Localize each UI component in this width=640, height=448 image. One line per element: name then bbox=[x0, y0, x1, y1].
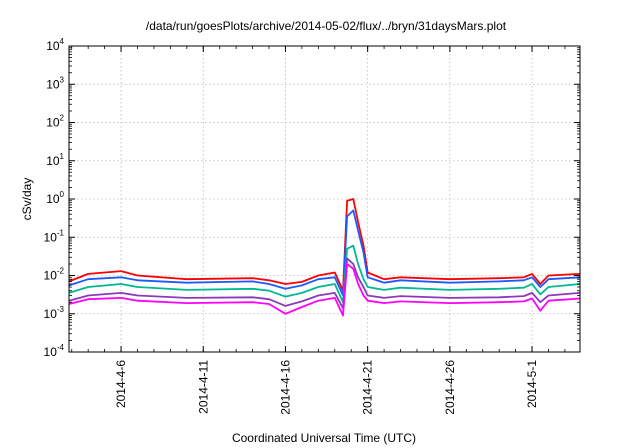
grid-lines bbox=[69, 46, 580, 352]
y-axis-ticks: 10-4 10-3 10-2 10-1 100 101 102 103 104 bbox=[44, 37, 580, 359]
y-tick-label: 100 bbox=[46, 190, 64, 206]
y-tick-label: 102 bbox=[46, 114, 64, 130]
y-tick-label: 10-4 bbox=[44, 343, 65, 359]
y-tick-label: 10-3 bbox=[44, 305, 65, 321]
y-tick-label: 104 bbox=[46, 37, 64, 53]
y-tick-label: 103 bbox=[46, 75, 64, 91]
y-tick-label: 10-1 bbox=[44, 228, 65, 244]
y-tick-label: 101 bbox=[46, 152, 64, 168]
x-axis-ticks: 2014-4-6 2014-4-11 2014-4-16 2014-4-21 2014-… bbox=[71, 46, 566, 415]
y-axis-label: cSv/day bbox=[20, 178, 34, 221]
series-line-1 bbox=[68, 198, 581, 292]
x-tick-label: 2014-4-11 bbox=[196, 360, 210, 414]
x-tick-label: 2014-4-21 bbox=[361, 360, 375, 415]
series-lines bbox=[68, 198, 581, 317]
series-line-2 bbox=[68, 209, 581, 297]
y-tick-label: 10-2 bbox=[44, 267, 65, 283]
series-line-3 bbox=[68, 244, 581, 304]
x-tick-label: 2014-4-16 bbox=[278, 360, 292, 415]
x-tick-label: 2014-4-6 bbox=[114, 360, 128, 408]
x-tick-label: 2014-4-26 bbox=[443, 360, 457, 415]
chart-title: /data/run/goesPlots/archive/2014-05-02/f… bbox=[146, 19, 507, 33]
series-line-5 bbox=[68, 263, 581, 317]
series-line-4 bbox=[68, 257, 581, 310]
x-axis-label: Coordinated Universal Time (UTC) bbox=[232, 431, 416, 445]
x-tick-label: 2014-5-1 bbox=[525, 360, 539, 408]
